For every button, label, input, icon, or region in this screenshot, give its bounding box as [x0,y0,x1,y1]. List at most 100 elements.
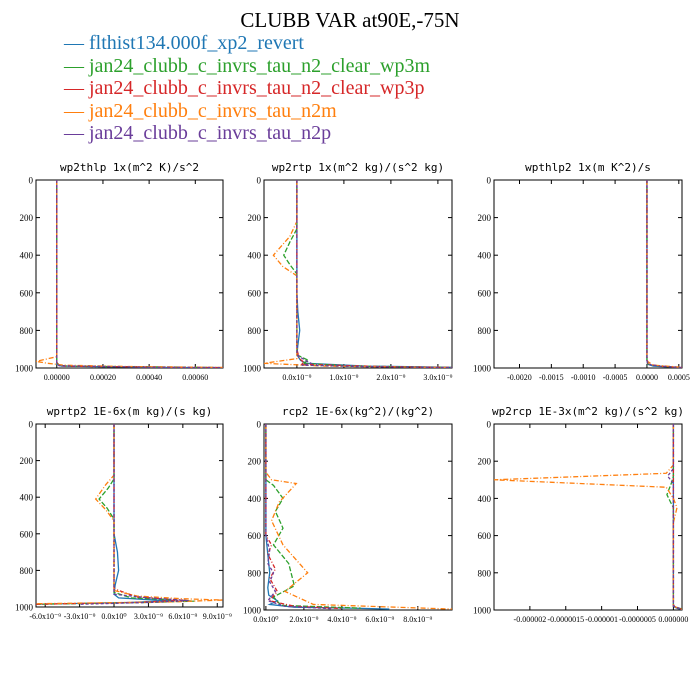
y-tick-label: 0 [29,176,34,186]
series-line [36,424,172,605]
y-tick-label: 200 [478,457,492,467]
panel-title: wpthlp2 1x(m K^2)/s [525,161,651,174]
x-tick-label: -0.000002 [514,615,547,624]
series-line [56,180,223,368]
x-tick-label: 0.000000 [658,615,688,624]
x-tick-label: 0.0000 [636,373,658,382]
legend-dash: — [64,122,89,144]
series-line [36,424,223,605]
chart-panel: rcp2 1E-6x(kg^2)/(kg^2) 0 200 400 600 800 1000… [243,405,453,624]
series-line [646,180,682,368]
series-line [265,424,452,610]
x-tick-label: -0.0010 [571,373,596,382]
x-tick-label: 0.0x10⁻⁹ [282,373,311,382]
x-tick-label: 0.00060 [182,373,208,382]
series-line [56,180,223,368]
plot-frame [263,179,453,369]
panel-title: wp2thlp 1x(m^2 K)/s^2 [60,161,199,174]
x-tick-label: 0.00000 [44,373,70,382]
x-tick-label: -0.000001 [585,615,618,624]
x-tick-label: -0.0020 [507,373,532,382]
series-line [296,180,452,368]
y-tick-label: 600 [20,529,34,539]
legend-dash: — [64,77,89,99]
x-tick-label: -0.0005 [603,373,628,382]
series-line [666,424,682,610]
x-tick-label: 0.00020 [90,373,116,382]
y-tick-label: 400 [478,494,492,504]
y-tick-label: 800 [248,568,262,578]
y-tick-label: 600 [248,288,262,298]
panel-title: rcp2 1E-6x(kg^2)/(kg^2) [282,405,434,418]
plot-frame [35,179,224,369]
x-tick-label: 0.0x10⁰ [101,612,126,621]
y-tick-label: 1000 [473,606,492,616]
series-line [56,180,223,368]
chart-panel: wpthlp2 1x(m K^2)/s 0 200 400 600 800 1000 -0.0… [473,161,690,382]
x-tick-label: 0.0x10⁰ [253,615,278,624]
series-line [646,180,682,368]
y-tick-label: 600 [20,288,34,298]
x-tick-label: 0.0005 [668,373,690,382]
x-tick-label: 6.0x10⁻⁹ [365,615,394,624]
y-tick-label: 200 [478,213,492,223]
y-tick-label: 800 [20,566,34,576]
y-tick-label: 600 [478,288,492,298]
y-tick-label: 0 [487,176,492,186]
y-tick-label: 0 [257,176,262,186]
legend-label: jan24_clubb_c_invrs_tau_n2_clear_wp3p [89,77,425,99]
legend-entry: — jan24_clubb_c_invrs_tau_n2_clear_wp3p [64,77,430,100]
x-tick-label: -0.0015 [539,373,564,382]
x-tick-label: -6.0x10⁻⁹ [29,612,61,621]
legend-entry: — jan24_clubb_c_invrs_tau_n2p [64,122,430,145]
series-line [672,424,682,610]
chart-panel: wprtp2 1E-6x(m kg)/(s kg) 0 200 400 600 800 10… [15,405,232,621]
panel-title: wprtp2 1E-6x(m kg)/(s kg) [47,405,213,418]
series-line [646,180,682,368]
y-tick-label: 1000 [243,364,262,374]
series-line [494,424,682,610]
plot-frame [35,423,224,608]
plot-frame [263,423,453,611]
series-line [296,180,452,368]
x-tick-label: 3.0x10⁻⁹ [134,612,163,621]
y-tick-label: 400 [20,493,34,503]
chart-panel: wp2rcp 1E-3x(m^2 kg)/(s^2 kg)0 200 400 600 8… [473,405,688,624]
legend-label: jan24_clubb_c_invrs_tau_n2_clear_wp3m [89,54,431,77]
legend-label: flthist134.000f_xp2_revert [89,32,304,54]
y-tick-label: 0 [29,420,34,430]
y-tick-label: 200 [248,457,262,467]
series-line [672,424,682,610]
series-line [79,424,189,605]
legend-entry: — jan24_clubb_c_invrs_tau_n2m [64,100,430,123]
x-tick-label: 3.0x10⁻⁹ [423,373,452,382]
legend-label: jan24_clubb_c_invrs_tau_n2p [89,122,332,144]
panel-title: wp2rcp 1E-3x(m^2 kg)/(s^2 kg) [492,405,684,418]
y-tick-label: 400 [248,251,262,261]
plot-frame [493,423,683,611]
legend-entry: — jan24_clubb_c_invrs_tau_n2_clear_wp3m [64,55,430,78]
x-tick-label: 6.0x10⁻⁹ [168,612,197,621]
legend-label: jan24_clubb_c_invrs_tau_n2m [89,99,337,122]
series-line [282,180,452,368]
x-tick-label: -0.0000005 [619,615,656,624]
legend: — flthist134.000f_xp2_revert — jan24_clu… [64,32,430,145]
series-line [264,180,452,368]
series-line [666,424,682,610]
y-tick-label: 400 [248,494,262,504]
x-tick-label: 8.0x10⁻⁹ [403,615,432,624]
plot-frame [493,179,683,369]
series-line [36,180,223,368]
x-tick-label: 2.0x10⁻⁹ [289,615,318,624]
y-tick-label: 0 [487,420,492,430]
series-line [56,180,223,368]
legend-dash: — [64,99,89,122]
series-line [265,424,333,610]
legend-dash: — [64,32,89,54]
series-line [265,424,390,610]
figure-title: CLUBB VAR at90E,-75N [240,8,460,32]
x-tick-label: 9.0x10⁻⁹ [203,612,232,621]
y-tick-label: 1000 [15,364,34,374]
y-tick-label: 1000 [243,606,262,616]
